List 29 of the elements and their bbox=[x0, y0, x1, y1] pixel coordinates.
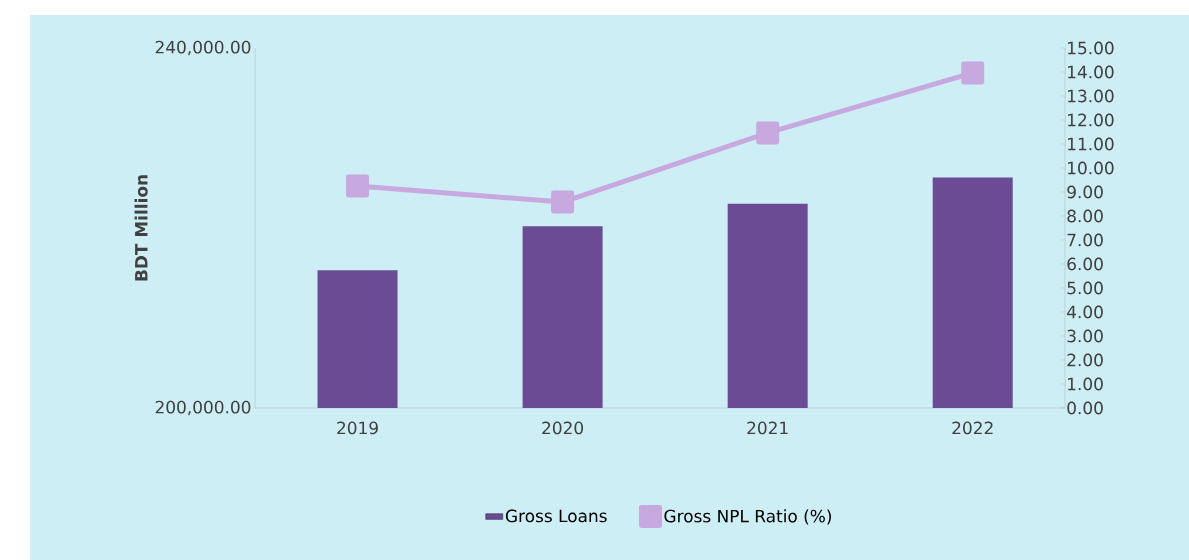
point bbox=[961, 61, 985, 85]
legend-label: Gross Loans bbox=[505, 509, 607, 523]
y2-tick-label: 2.00 bbox=[1067, 353, 1103, 367]
y2-tick-label: 9.00 bbox=[1067, 185, 1103, 199]
y2-tick-label: 14.00 bbox=[1068, 65, 1114, 79]
x-tick-label: 2019 bbox=[337, 421, 378, 435]
y2-tick-label: 3.00 bbox=[1067, 329, 1103, 343]
y2-tick-label: 13.00 bbox=[1068, 89, 1114, 103]
y2-tick-label: 8.00 bbox=[1067, 209, 1103, 223]
y2-tick-label: 15.00 bbox=[1068, 41, 1114, 55]
x-tick-label: 2020 bbox=[542, 421, 584, 435]
point bbox=[756, 121, 780, 145]
x-tick-label: 2022 bbox=[952, 421, 993, 435]
y2-tick-label: 10.00 bbox=[1068, 161, 1114, 175]
y2-tick-label: 1.00 bbox=[1068, 377, 1103, 391]
y2-tick-label: 6.00 bbox=[1067, 257, 1103, 271]
y2-tick-label: 12.00 bbox=[1068, 113, 1114, 127]
y2-tick-label: 0.00 bbox=[1067, 401, 1103, 415]
y-axis-title: BDT Million bbox=[134, 175, 148, 281]
y2-tick-label: 4.00 bbox=[1067, 305, 1103, 319]
legend-label: Gross NPL Ratio (%) bbox=[664, 509, 832, 525]
y-tick-label: 200,000.00 bbox=[155, 400, 251, 416]
point bbox=[346, 174, 370, 198]
y-tick-label: 240,000.00 bbox=[155, 40, 251, 56]
y2-tick-label: 5.00 bbox=[1067, 281, 1103, 295]
y2-tick-label: 7.00 bbox=[1067, 233, 1103, 247]
x-tick-label: 2021 bbox=[747, 421, 788, 435]
point bbox=[551, 190, 575, 214]
y2-tick-label: 11.00 bbox=[1068, 137, 1114, 151]
